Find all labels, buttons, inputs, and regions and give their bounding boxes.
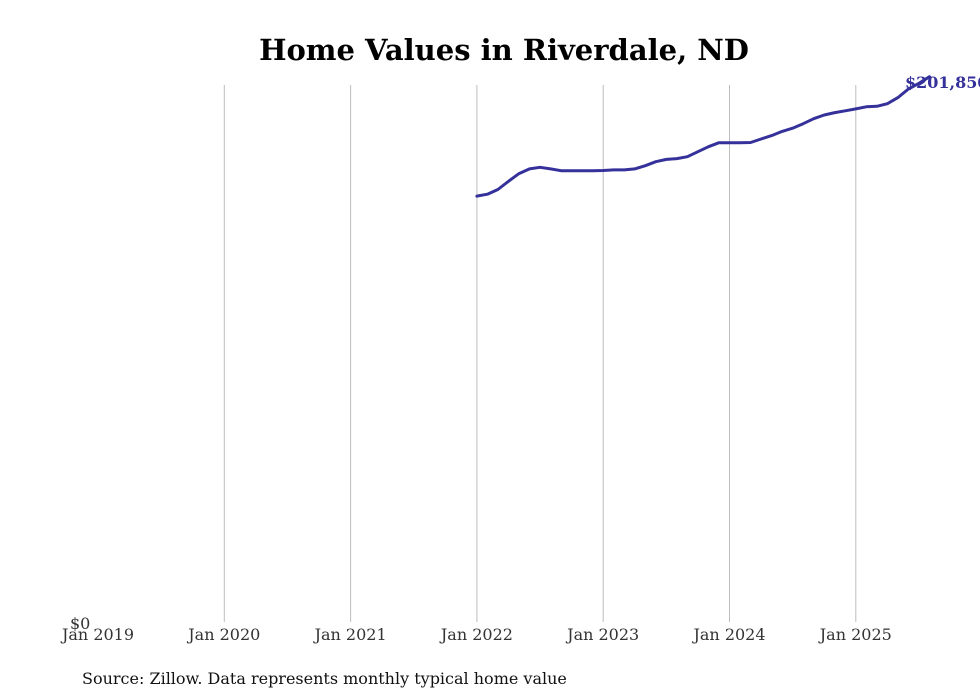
x-tick-label: Jan 2019 [60, 625, 134, 644]
series-group [475, 75, 931, 198]
x-tick-label: Jan 2024 [691, 625, 765, 644]
x-axis-ticks: Jan 2019 Jan 2020 Jan 2021 Jan 2022 Jan 2023… [60, 625, 892, 644]
series-line [475, 75, 931, 198]
end-value-label: $201,850 [905, 73, 980, 92]
x-tick-label: Jan 2023 [565, 625, 639, 644]
x-tick-label: Jan 2020 [186, 625, 260, 644]
source-note: Source: Zillow. Data represents monthly … [82, 669, 567, 688]
y-tick-label-zero: $0 [70, 614, 90, 633]
x-tick-label: Jan 2022 [439, 625, 513, 644]
gridlines [223, 85, 857, 622]
chart-title: Home Values in Riverdale, ND [259, 33, 749, 67]
x-tick-label: Jan 2021 [313, 625, 387, 644]
x-tick-label: Jan 2025 [818, 625, 892, 644]
